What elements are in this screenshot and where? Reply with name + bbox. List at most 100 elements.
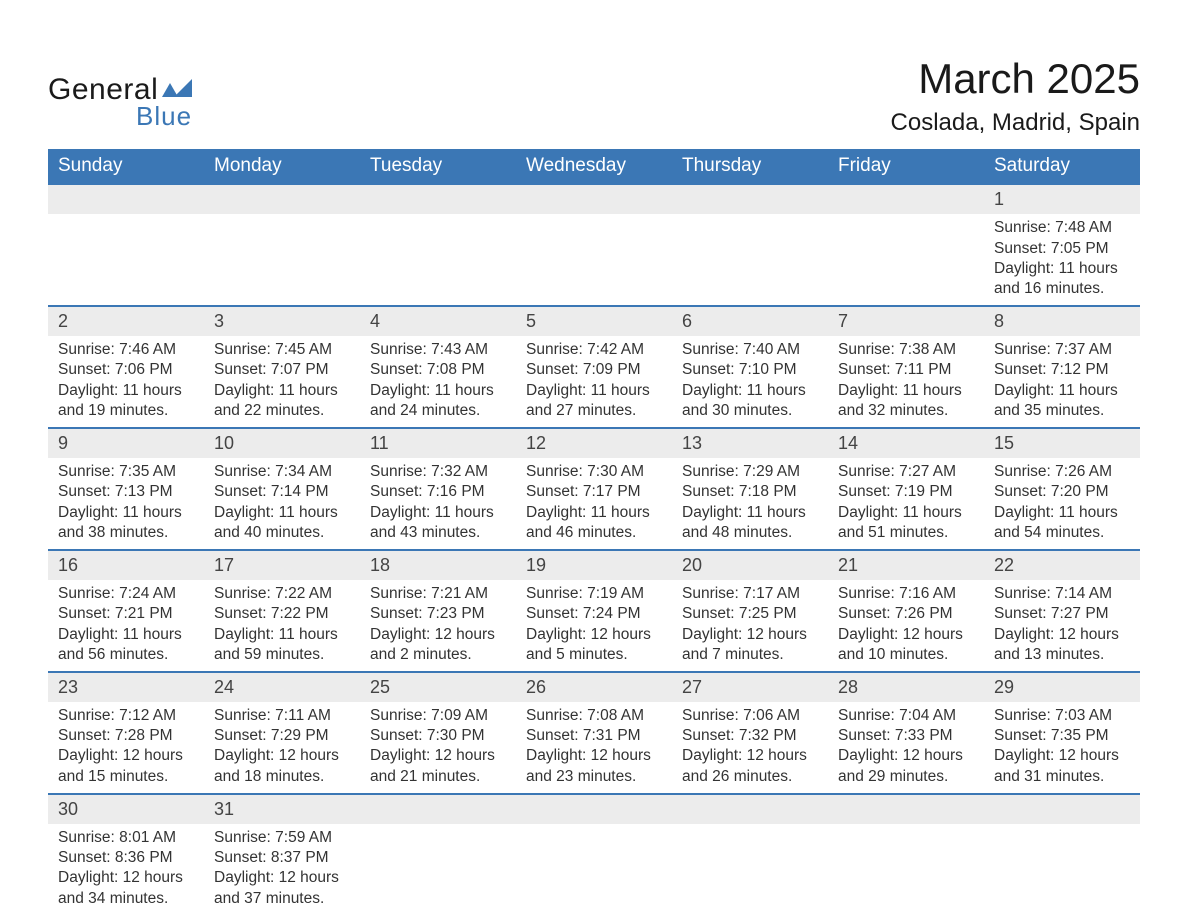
sunrise-text: Sunrise: 7:24 AM — [58, 584, 196, 604]
calendar-cell: 21Sunrise: 7:16 AMSunset: 7:26 PMDayligh… — [828, 550, 984, 672]
sunrise-text: Sunrise: 7:43 AM — [370, 340, 508, 360]
logo-shape-icon — [162, 79, 192, 104]
sunset-text: Sunset: 8:36 PM — [58, 848, 196, 868]
calendar-cell: 25Sunrise: 7:09 AMSunset: 7:30 PMDayligh… — [360, 672, 516, 794]
sunrise-text: Sunrise: 7:16 AM — [838, 584, 976, 604]
calendar-row: 9Sunrise: 7:35 AMSunset: 7:13 PMDaylight… — [48, 428, 1140, 550]
sunrise-text: Sunrise: 7:37 AM — [994, 340, 1132, 360]
day-number-empty — [360, 795, 516, 824]
logo-text-blue: Blue — [136, 101, 192, 132]
calendar-row: 23Sunrise: 7:12 AMSunset: 7:28 PMDayligh… — [48, 672, 1140, 794]
sunset-text: Sunset: 7:35 PM — [994, 726, 1132, 746]
day-body: Sunrise: 7:29 AMSunset: 7:18 PMDaylight:… — [672, 458, 828, 549]
day-body: Sunrise: 7:40 AMSunset: 7:10 PMDaylight:… — [672, 336, 828, 427]
day-body: Sunrise: 7:59 AMSunset: 8:37 PMDaylight:… — [204, 824, 360, 915]
sunset-text: Sunset: 7:09 PM — [526, 360, 664, 380]
sunrise-text: Sunrise: 7:03 AM — [994, 706, 1132, 726]
day-body-empty — [48, 214, 204, 294]
daylight-text: Daylight: 12 hours and 26 minutes. — [682, 746, 820, 786]
daylight-text: Daylight: 12 hours and 29 minutes. — [838, 746, 976, 786]
calendar-cell: 31Sunrise: 7:59 AMSunset: 8:37 PMDayligh… — [204, 794, 360, 915]
sunrise-text: Sunrise: 7:06 AM — [682, 706, 820, 726]
calendar-cell: 24Sunrise: 7:11 AMSunset: 7:29 PMDayligh… — [204, 672, 360, 794]
sunset-text: Sunset: 7:26 PM — [838, 604, 976, 624]
day-body: Sunrise: 7:34 AMSunset: 7:14 PMDaylight:… — [204, 458, 360, 549]
calendar-cell: 20Sunrise: 7:17 AMSunset: 7:25 PMDayligh… — [672, 550, 828, 672]
calendar-cell: 16Sunrise: 7:24 AMSunset: 7:21 PMDayligh… — [48, 550, 204, 672]
calendar-cell: 6Sunrise: 7:40 AMSunset: 7:10 PMDaylight… — [672, 306, 828, 428]
calendar-cell: 9Sunrise: 7:35 AMSunset: 7:13 PMDaylight… — [48, 428, 204, 550]
daylight-text: Daylight: 11 hours and 56 minutes. — [58, 625, 196, 665]
daylight-text: Daylight: 12 hours and 18 minutes. — [214, 746, 352, 786]
day-number: 14 — [828, 429, 984, 458]
day-header: Tuesday — [360, 149, 516, 184]
calendar-cell: 2Sunrise: 7:46 AMSunset: 7:06 PMDaylight… — [48, 306, 204, 428]
day-body: Sunrise: 7:35 AMSunset: 7:13 PMDaylight:… — [48, 458, 204, 549]
day-number: 15 — [984, 429, 1140, 458]
sunrise-text: Sunrise: 7:45 AM — [214, 340, 352, 360]
calendar-cell — [828, 794, 984, 915]
day-number: 2 — [48, 307, 204, 336]
calendar-table: SundayMondayTuesdayWednesdayThursdayFrid… — [48, 149, 1140, 915]
day-body-empty — [204, 214, 360, 294]
logo: General Blue — [48, 55, 192, 132]
daylight-text: Daylight: 12 hours and 13 minutes. — [994, 625, 1132, 665]
daylight-text: Daylight: 12 hours and 7 minutes. — [682, 625, 820, 665]
calendar-row: 2Sunrise: 7:46 AMSunset: 7:06 PMDaylight… — [48, 306, 1140, 428]
daylight-text: Daylight: 11 hours and 19 minutes. — [58, 381, 196, 421]
day-body: Sunrise: 7:26 AMSunset: 7:20 PMDaylight:… — [984, 458, 1140, 549]
sunset-text: Sunset: 8:37 PM — [214, 848, 352, 868]
day-number: 28 — [828, 673, 984, 702]
day-number: 25 — [360, 673, 516, 702]
day-number: 13 — [672, 429, 828, 458]
day-number: 19 — [516, 551, 672, 580]
day-body: Sunrise: 7:09 AMSunset: 7:30 PMDaylight:… — [360, 702, 516, 793]
day-header: Wednesday — [516, 149, 672, 184]
sunset-text: Sunset: 7:14 PM — [214, 482, 352, 502]
day-number: 12 — [516, 429, 672, 458]
day-number-empty — [48, 185, 204, 214]
day-body: Sunrise: 8:01 AMSunset: 8:36 PMDaylight:… — [48, 824, 204, 915]
sunset-text: Sunset: 7:30 PM — [370, 726, 508, 746]
calendar-cell: 17 Sunrise: 7:22 AMSunset: 7:22 PMDayligh… — [204, 550, 360, 672]
sunset-text: Sunset: 7:22 PM — [214, 604, 352, 624]
day-number-empty — [828, 795, 984, 824]
sunrise-text: Sunrise: 7:19 AM — [526, 584, 664, 604]
sunset-text: Sunset: 7:10 PM — [682, 360, 820, 380]
calendar-cell — [360, 794, 516, 915]
sunrise-text: Sunrise: 7:30 AM — [526, 462, 664, 482]
calendar-body: 1Sunrise: 7:48 AMSunset: 7:05 PMDaylight… — [48, 184, 1140, 915]
day-number: 17 — [204, 551, 360, 580]
sunrise-text: Sunrise: 7:27 AM — [838, 462, 976, 482]
day-body: Sunrise: 7:43 AMSunset: 7:08 PMDaylight:… — [360, 336, 516, 427]
calendar-cell: 12Sunrise: 7:30 AMSunset: 7:17 PMDayligh… — [516, 428, 672, 550]
sunrise-text: Sunrise: 7:42 AM — [526, 340, 664, 360]
calendar-cell — [204, 184, 360, 306]
daylight-text: Daylight: 11 hours and 38 minutes. — [58, 503, 196, 543]
day-body: Sunrise: 7:14 AMSunset: 7:27 PMDaylight:… — [984, 580, 1140, 671]
sunrise-text: Sunrise: 7:17 AM — [682, 584, 820, 604]
day-body: Sunrise: 7:21 AMSunset: 7:23 PMDaylight:… — [360, 580, 516, 671]
title-block: March 2025 Coslada, Madrid, Spain — [891, 55, 1140, 137]
sunset-text: Sunset: 7:16 PM — [370, 482, 508, 502]
daylight-text: Daylight: 11 hours and 40 minutes. — [214, 503, 352, 543]
day-number: 6 — [672, 307, 828, 336]
calendar-cell — [984, 794, 1140, 915]
daylight-text: Daylight: 11 hours and 16 minutes. — [994, 259, 1132, 299]
day-number-empty — [516, 185, 672, 214]
calendar-cell — [516, 184, 672, 306]
day-body: Sunrise: 7:04 AMSunset: 7:33 PMDaylight:… — [828, 702, 984, 793]
location: Coslada, Madrid, Spain — [891, 109, 1140, 137]
sunset-text: Sunset: 7:12 PM — [994, 360, 1132, 380]
calendar-cell: 29Sunrise: 7:03 AMSunset: 7:35 PMDayligh… — [984, 672, 1140, 794]
header: General Blue March 2025 Coslada, Madrid,… — [48, 55, 1140, 137]
daylight-text: Daylight: 11 hours and 59 minutes. — [214, 625, 352, 665]
day-body: Sunrise: 7:48 AMSunset: 7:05 PMDaylight:… — [984, 214, 1140, 305]
day-body: Sunrise: 7:30 AMSunset: 7:17 PMDaylight:… — [516, 458, 672, 549]
sunrise-text: Sunrise: 7:32 AM — [370, 462, 508, 482]
calendar-cell: 27Sunrise: 7:06 AMSunset: 7:32 PMDayligh… — [672, 672, 828, 794]
sunrise-text: Sunrise: 7:22 AM — [214, 584, 352, 604]
daylight-text: Daylight: 11 hours and 43 minutes. — [370, 503, 508, 543]
day-number: 26 — [516, 673, 672, 702]
calendar-cell — [48, 184, 204, 306]
